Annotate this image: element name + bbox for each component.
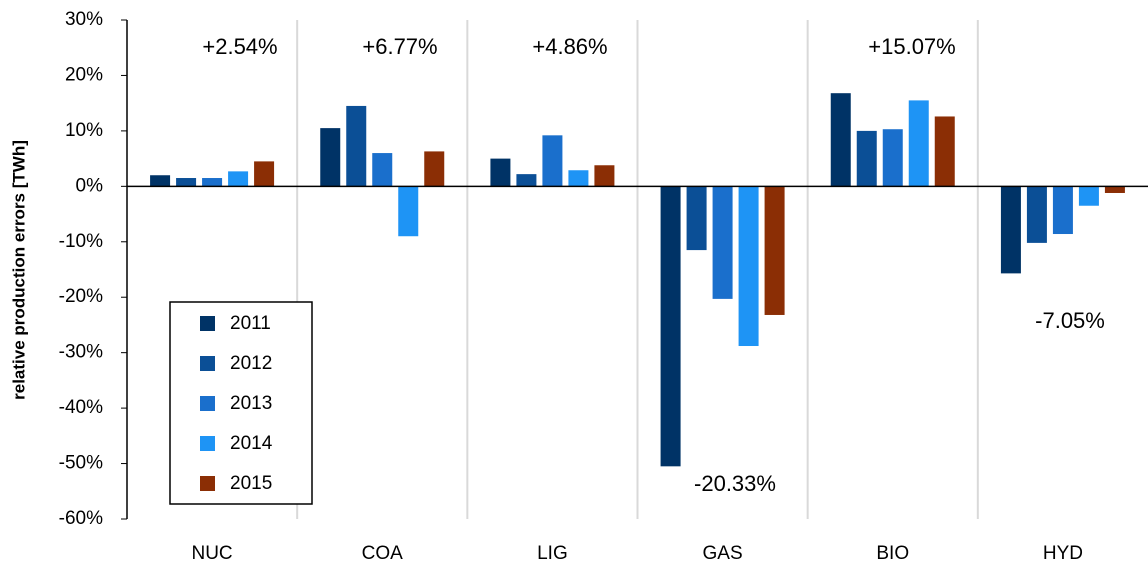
legend-swatch — [200, 396, 215, 411]
x-tick-label: BIO — [876, 543, 909, 564]
legend-swatch — [200, 356, 215, 371]
bar — [568, 170, 589, 187]
bar — [228, 171, 249, 187]
bar — [424, 151, 445, 187]
bar — [712, 186, 733, 299]
bar — [830, 93, 851, 187]
bar — [686, 186, 707, 251]
bar — [764, 186, 785, 315]
bar — [934, 116, 955, 187]
bar — [516, 174, 537, 187]
y-tick-label: -30% — [59, 342, 103, 363]
y-axis-label: relative production errors [TWh] — [9, 140, 28, 400]
bar — [1052, 186, 1073, 235]
legend-swatch — [200, 476, 215, 491]
bar — [150, 175, 171, 187]
bar — [346, 105, 367, 187]
legend-label: 2012 — [230, 353, 272, 374]
legend-label: 2013 — [230, 393, 272, 414]
legend-swatch — [200, 316, 215, 331]
legend-label: 2014 — [230, 433, 273, 454]
bar — [320, 128, 341, 187]
bar — [594, 165, 615, 187]
y-tick-label: -20% — [59, 286, 103, 307]
bar — [372, 153, 393, 187]
y-tick-label: 10% — [65, 120, 103, 141]
bar — [176, 178, 197, 187]
bar — [202, 178, 223, 187]
y-tick-label: 20% — [65, 64, 103, 85]
y-tick-label: -40% — [59, 397, 103, 418]
bar — [1000, 186, 1021, 274]
legend-box — [169, 301, 313, 505]
y-tick-label: -50% — [59, 453, 103, 474]
bar — [882, 129, 903, 187]
y-tick-label: 0% — [76, 175, 104, 196]
x-tick-label: HYD — [1043, 543, 1083, 564]
bar — [1104, 186, 1125, 193]
bar — [1078, 186, 1099, 206]
y-tick-label: -10% — [59, 231, 103, 252]
legend-swatch — [200, 436, 215, 451]
x-tick-label: NUC — [191, 543, 232, 564]
x-tick-label: COA — [362, 543, 404, 564]
annotation: +15.07% — [868, 34, 955, 59]
legend-label: 2015 — [230, 473, 272, 494]
x-tick-label: GAS — [703, 543, 743, 564]
y-tick-label: -60% — [59, 508, 103, 529]
bar — [856, 130, 877, 187]
bar — [1026, 186, 1047, 243]
bar — [542, 135, 563, 187]
annotation: -20.33% — [694, 471, 776, 496]
annotation: +6.77% — [362, 34, 437, 59]
bar — [908, 100, 929, 187]
annotation: +2.54% — [202, 34, 277, 59]
legend-label: 2011 — [230, 313, 271, 334]
bar — [738, 186, 759, 347]
y-tick-label: 30% — [65, 9, 103, 30]
annotation: -7.05% — [1035, 308, 1105, 333]
bar — [660, 186, 681, 467]
bar — [490, 158, 511, 187]
annotation: +4.86% — [532, 34, 607, 59]
bar — [398, 186, 419, 237]
x-tick-label: LIG — [537, 543, 568, 564]
bar — [254, 161, 275, 187]
